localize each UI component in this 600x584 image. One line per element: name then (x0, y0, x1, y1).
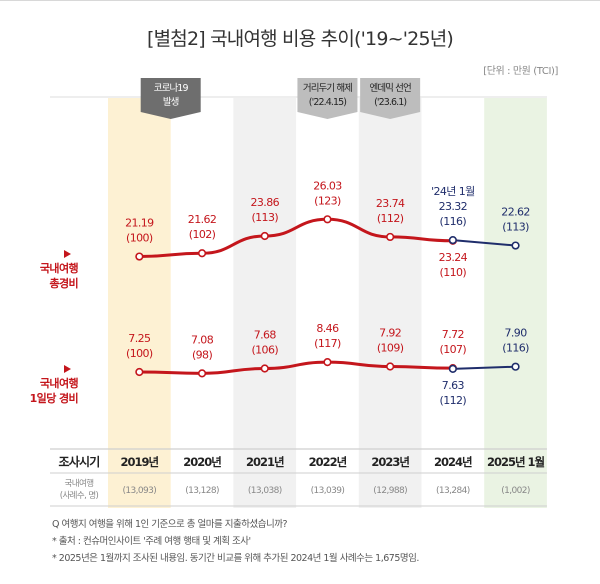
table-sample-size: (13,284) (436, 486, 470, 496)
value-label: 22.62 (501, 206, 530, 219)
value-label: 7.08 (191, 333, 214, 346)
table-period-label: 2019년 (121, 455, 159, 469)
chart-title: [별첨2] 국내여행 비용 추이('19~'25년) (146, 28, 454, 50)
row-arrow-icon (64, 250, 71, 258)
value-label: 23.24 (439, 251, 468, 264)
row-label-daily: 국내여행 (40, 376, 79, 390)
frame-top-border (0, 0, 600, 1)
index-label: (109) (377, 342, 404, 355)
event-marker-1 (297, 78, 358, 119)
value-label: 23.32 (439, 200, 468, 213)
unit-label: [단위 : 만원 (TCI)] (483, 66, 558, 77)
table-sample-size: (13,038) (248, 486, 282, 496)
index-label: (112) (440, 394, 467, 407)
table-period-label: 2021년 (246, 455, 284, 469)
data-point (511, 241, 520, 250)
event-marker-date: ('22.4.15) (309, 97, 346, 108)
table-period-label: 2022년 (309, 455, 347, 469)
data-point (135, 367, 144, 377)
row-label-total: 총경비 (49, 276, 78, 290)
index-label: (98) (192, 348, 212, 361)
index-label: (107) (440, 343, 467, 356)
index-label: (100) (126, 347, 153, 360)
value-label: 21.62 (188, 213, 217, 226)
table-sample-size: (13,093) (122, 486, 156, 496)
table-sample-size: (13,039) (311, 486, 345, 496)
table-period-label: 2025년 1월 (487, 455, 545, 469)
data-point (323, 358, 332, 367)
source-note: * 출처 : 컨슈머인사이트 '주례 여행 행태 및 계획 조사' (52, 536, 251, 547)
event-marker-0 (140, 78, 201, 119)
table-period-label: 2023년 (371, 455, 409, 469)
event-marker-title: 엔데믹 선언 (369, 82, 410, 94)
table-sample-label: (사례수, 명) (60, 490, 99, 501)
data-point (448, 364, 457, 373)
column-band-2 (233, 98, 297, 508)
index-label: (117) (314, 337, 341, 350)
table-period-label: 2024년 (434, 455, 472, 469)
event-marker-title: 코로나19 (154, 83, 189, 94)
table-sample-size: (13,128) (185, 486, 219, 496)
data-point (197, 249, 207, 258)
data-point (448, 236, 457, 245)
index-label: (106) (251, 343, 278, 356)
value-label: 23.74 (376, 197, 405, 210)
row-label-daily: 1일당 경비 (30, 391, 78, 405)
event-marker-2 (360, 78, 421, 119)
index-label: (113) (502, 221, 529, 234)
event-marker-date: ('23.6.1) (374, 97, 406, 108)
value-label: 7.72 (442, 328, 464, 341)
index-label: (116) (440, 215, 467, 228)
index-label: (112) (377, 212, 404, 225)
event-marker-date: 발생 (163, 97, 179, 108)
column-band-0 (108, 98, 171, 508)
annotation-label: '24년 1월 (431, 185, 475, 198)
table-sample-size: (12,988) (373, 486, 407, 496)
footnotes: Q 여행지 여행을 위해 1인 기준으로 총 얼마를 지출하셨습니까? * 출처… (52, 516, 419, 567)
row-arrow-icon (64, 365, 71, 373)
data-point (386, 232, 395, 242)
value-label: 26.03 (313, 179, 342, 192)
value-label: 21.19 (125, 217, 154, 230)
series-line-2 (137, 360, 455, 375)
value-label: 7.92 (379, 327, 401, 340)
table-sample-label: 국내여행 (65, 478, 94, 489)
data-point (260, 364, 269, 373)
event-marker-title: 거리두기 해제 (303, 82, 352, 94)
table-header-label: 조사시기 (59, 454, 100, 469)
value-label: 7.63 (442, 379, 465, 392)
series-line-1 (451, 239, 517, 247)
data-point (197, 369, 207, 378)
index-label: (102) (189, 228, 216, 241)
value-label: 7.90 (505, 327, 528, 340)
sample-note: * 2025년은 1월까지 조사된 내용임. 동기간 비교를 위해 추가된 20… (52, 553, 419, 564)
series-line-0 (137, 217, 455, 259)
index-label: (100) (126, 232, 153, 245)
value-label: 7.68 (254, 328, 277, 341)
data-point (135, 252, 144, 261)
data-point (323, 215, 332, 224)
series-line-3 (451, 365, 517, 370)
index-label: (123) (314, 194, 341, 207)
value-label: 7.25 (128, 332, 151, 345)
index-label: (110) (440, 266, 467, 279)
data-point (386, 362, 395, 371)
table-period-label: 2020년 (183, 455, 221, 469)
table-sample-size: (1,002) (501, 486, 530, 496)
column-band-6 (484, 98, 547, 508)
data-point (260, 231, 269, 241)
value-label: 8.46 (316, 322, 339, 335)
column-band-4 (358, 98, 422, 508)
index-label: (116) (502, 342, 529, 355)
survey-question: Q 여행지 여행을 위해 1인 기준으로 총 얼마를 지출하셨습니까? (52, 519, 287, 530)
index-label: (113) (251, 211, 278, 224)
row-label-total: 국내여행 (40, 261, 79, 275)
value-label: 23.86 (251, 196, 280, 209)
data-point (511, 362, 520, 371)
